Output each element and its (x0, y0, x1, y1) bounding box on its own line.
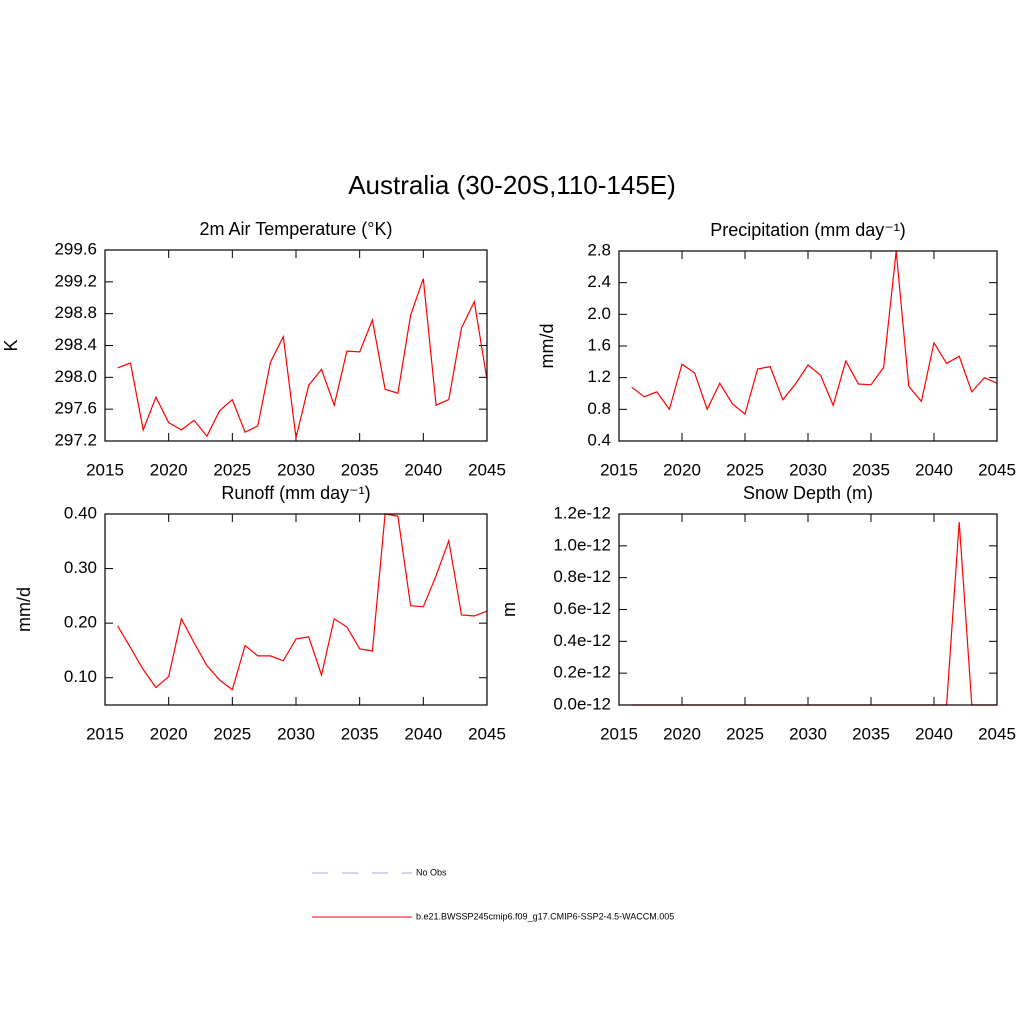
x-tick-label: 2045 (978, 724, 1016, 743)
y-tick-label: 297.2 (54, 430, 97, 449)
x-tick-label: 2030 (277, 460, 315, 479)
x-tick-label: 2015 (600, 724, 638, 743)
y-tick-label: 299.6 (54, 239, 97, 258)
data-line (117, 278, 488, 438)
y-tick-label: 1.2e-12 (553, 503, 611, 522)
y-tick-label: 0.8 (587, 399, 611, 418)
x-tick-label: 2030 (789, 724, 827, 743)
y-axis-label: mm/d (537, 324, 557, 369)
panel-title: Runoff (mm day⁻¹) (221, 483, 370, 503)
x-tick-label: 2015 (86, 724, 124, 743)
panel-title: Precipitation (mm day⁻¹) (710, 220, 906, 240)
panel-title: 2m Air Temperature (°K) (200, 219, 393, 239)
x-tick-label: 2015 (86, 460, 124, 479)
x-tick-label: 2030 (789, 460, 827, 479)
x-tick-label: 2020 (663, 724, 701, 743)
x-tick-label: 2035 (852, 724, 890, 743)
x-tick-label: 2020 (663, 460, 701, 479)
y-tick-label: 299.2 (54, 271, 97, 290)
y-tick-label: 1.0e-12 (553, 535, 611, 554)
y-tick-label: 297.6 (54, 399, 97, 418)
y-tick-label: 1.6 (587, 335, 611, 354)
y-tick-label: 2.0 (587, 304, 611, 323)
y-tick-label: 0.4 (587, 430, 611, 449)
x-tick-label: 2035 (341, 724, 379, 743)
y-tick-label: 1.2 (587, 367, 611, 386)
y-tick-label: 0.40 (64, 503, 97, 522)
y-tick-label: 298.0 (54, 367, 97, 386)
x-tick-label: 2040 (404, 460, 442, 479)
y-tick-label: 0.2e-12 (553, 663, 611, 682)
y-tick-label: 2.8 (587, 240, 611, 259)
plot-frame (104, 249, 488, 442)
x-tick-label: 2025 (726, 724, 764, 743)
x-tick-label: 2015 (600, 460, 638, 479)
y-tick-label: 0.10 (64, 667, 97, 686)
x-tick-label: 2030 (277, 724, 315, 743)
plot-frame (104, 513, 488, 706)
y-tick-label: 0.8e-12 (553, 567, 611, 586)
y-axis-label: K (1, 339, 21, 351)
panel-title: Snow Depth (m) (743, 483, 873, 503)
plot-frame (618, 250, 998, 442)
x-tick-label: 2045 (468, 460, 506, 479)
x-tick-label: 2035 (341, 460, 379, 479)
y-tick-label: 0.6e-12 (553, 599, 611, 618)
x-tick-label: 2045 (978, 460, 1016, 479)
x-tick-label: 2035 (852, 460, 890, 479)
data-line (117, 513, 488, 691)
y-tick-label: 298.8 (54, 303, 97, 322)
y-tick-label: 0.4e-12 (553, 631, 611, 650)
x-tick-label: 2025 (213, 460, 251, 479)
y-tick-label: 0.30 (64, 558, 97, 577)
x-tick-label: 2040 (915, 460, 953, 479)
x-tick-label: 2020 (150, 724, 188, 743)
y-tick-label: 0.20 (64, 613, 97, 632)
y-tick-label: 0.0e-12 (553, 694, 611, 713)
figure-title: Australia (30-20S,110-145E) (348, 170, 676, 200)
plot-frame (618, 513, 998, 706)
x-tick-label: 2040 (404, 724, 442, 743)
x-tick-label: 2040 (915, 724, 953, 743)
legend-label: No Obs (416, 867, 447, 877)
legend-label: b.e21.BWSSP245cmip6.f09_g17.CMIP6-SSP2-4… (416, 911, 674, 921)
y-axis-label: mm/d (14, 587, 34, 632)
y-axis-label: m (499, 602, 519, 617)
x-tick-label: 2020 (150, 460, 188, 479)
x-tick-label: 2045 (468, 724, 506, 743)
data-line (631, 521, 997, 706)
x-tick-label: 2025 (726, 460, 764, 479)
x-tick-label: 2025 (213, 724, 251, 743)
data-line (631, 250, 998, 416)
y-tick-label: 2.4 (587, 272, 611, 291)
y-tick-label: 298.4 (54, 335, 97, 354)
